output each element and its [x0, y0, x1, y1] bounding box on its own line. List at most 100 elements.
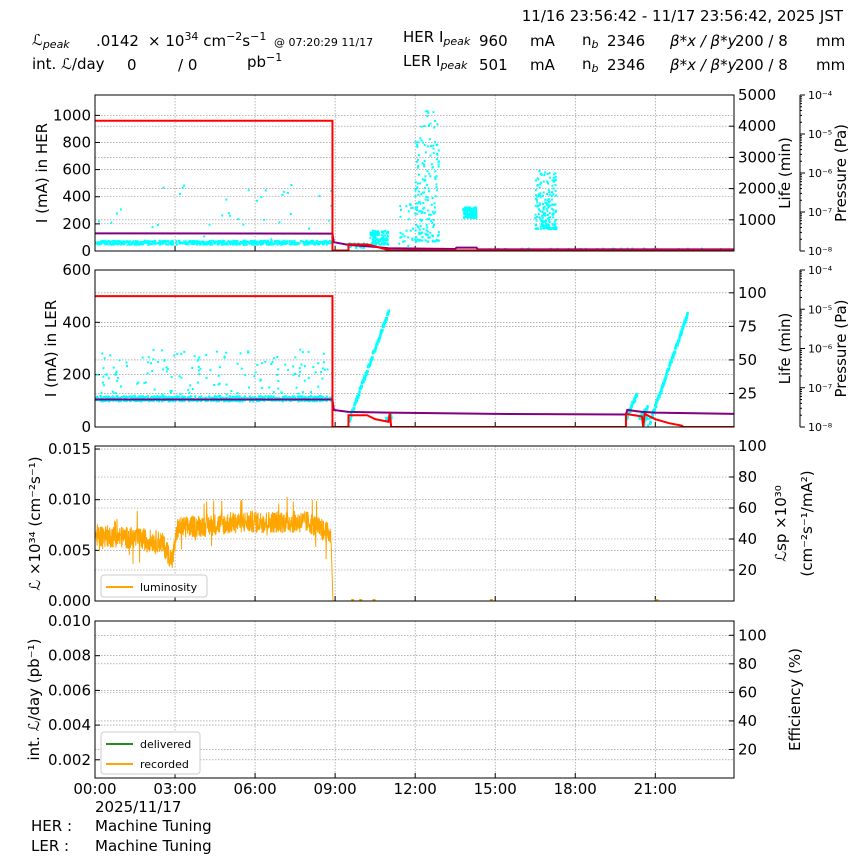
life-point [288, 242, 291, 245]
life-point [546, 214, 549, 217]
life-point [102, 375, 105, 378]
life-point [125, 240, 128, 243]
life-point [414, 181, 417, 184]
y-tick-label: 400 [62, 313, 91, 331]
life-point [554, 203, 557, 206]
life-point [208, 240, 211, 243]
life-point [226, 243, 229, 246]
life-point [309, 240, 312, 243]
life-point [158, 395, 161, 398]
pressure-tick-label: 10⁻⁸ [808, 245, 833, 258]
life-point [416, 145, 419, 148]
life-point [535, 194, 538, 197]
life-point [307, 242, 310, 245]
life-point [323, 240, 326, 243]
life-point [363, 377, 367, 381]
life-point [297, 396, 300, 399]
life-point [536, 177, 539, 180]
life-point [136, 242, 139, 245]
life-point [193, 355, 196, 358]
life-point [685, 315, 688, 319]
life-point [372, 242, 375, 245]
life-point [112, 399, 115, 402]
life-point [270, 243, 273, 246]
life-point [278, 243, 281, 246]
life-point [430, 203, 433, 206]
life-point [161, 349, 164, 352]
life-point [311, 399, 314, 402]
life-point [217, 400, 220, 403]
life-point [405, 229, 408, 232]
life-point [670, 360, 673, 364]
life-point [409, 229, 412, 232]
life-point [464, 216, 467, 219]
life-point [244, 395, 247, 398]
life-point [641, 412, 645, 416]
life-point [166, 243, 169, 246]
life-point [377, 232, 380, 235]
life-point [183, 350, 186, 353]
life-point [197, 365, 200, 368]
life-point [178, 397, 181, 400]
life-point [553, 220, 556, 223]
life-point [232, 399, 235, 402]
life-point [465, 208, 468, 211]
life-point [167, 395, 170, 398]
life-point [95, 396, 98, 399]
life-point [399, 236, 402, 239]
life-point [102, 367, 105, 370]
life-point [175, 396, 178, 399]
life-point [322, 361, 325, 364]
life-point [114, 373, 117, 376]
life-point [150, 396, 153, 399]
life-point [433, 206, 436, 209]
life-point [224, 242, 227, 245]
life-point [189, 241, 192, 244]
life-point [177, 239, 180, 242]
life-point [133, 394, 136, 397]
life-point [386, 236, 389, 239]
life-point [317, 395, 320, 398]
life-point [436, 123, 439, 126]
life-point [154, 239, 157, 242]
life-point [127, 242, 130, 245]
life-point [386, 239, 389, 242]
life-point [437, 239, 440, 242]
life-point [167, 400, 170, 403]
life-point [373, 230, 376, 233]
series-group [95, 295, 734, 427]
life-point [143, 239, 146, 242]
life-point [371, 238, 374, 241]
life-point [228, 214, 231, 217]
life-point [421, 178, 424, 181]
life-point [546, 172, 549, 175]
life-point [110, 221, 113, 224]
ler-ipeak-label: LER Ipeak [403, 52, 468, 72]
life-point [360, 384, 364, 388]
life-point [382, 235, 385, 238]
legend-label: luminosity [140, 581, 198, 594]
life-point [380, 330, 383, 334]
life-point [114, 397, 117, 400]
life-point [296, 242, 299, 245]
life-point [311, 242, 314, 245]
life-point [306, 240, 309, 243]
life-point [467, 206, 470, 209]
life-point [170, 242, 173, 245]
life-point [123, 242, 126, 245]
life-point [251, 396, 254, 399]
life-point [414, 188, 417, 191]
life-point [416, 238, 419, 241]
life-point [239, 240, 242, 243]
life-point [258, 240, 261, 243]
life-point [292, 242, 295, 245]
life-point [306, 399, 309, 402]
life-point [544, 214, 547, 217]
life-point [408, 203, 411, 206]
life-point [554, 189, 557, 192]
life-point [252, 400, 255, 403]
life-point [217, 242, 220, 245]
life-point [643, 421, 646, 424]
life-point [118, 241, 121, 244]
life-point [355, 399, 359, 403]
